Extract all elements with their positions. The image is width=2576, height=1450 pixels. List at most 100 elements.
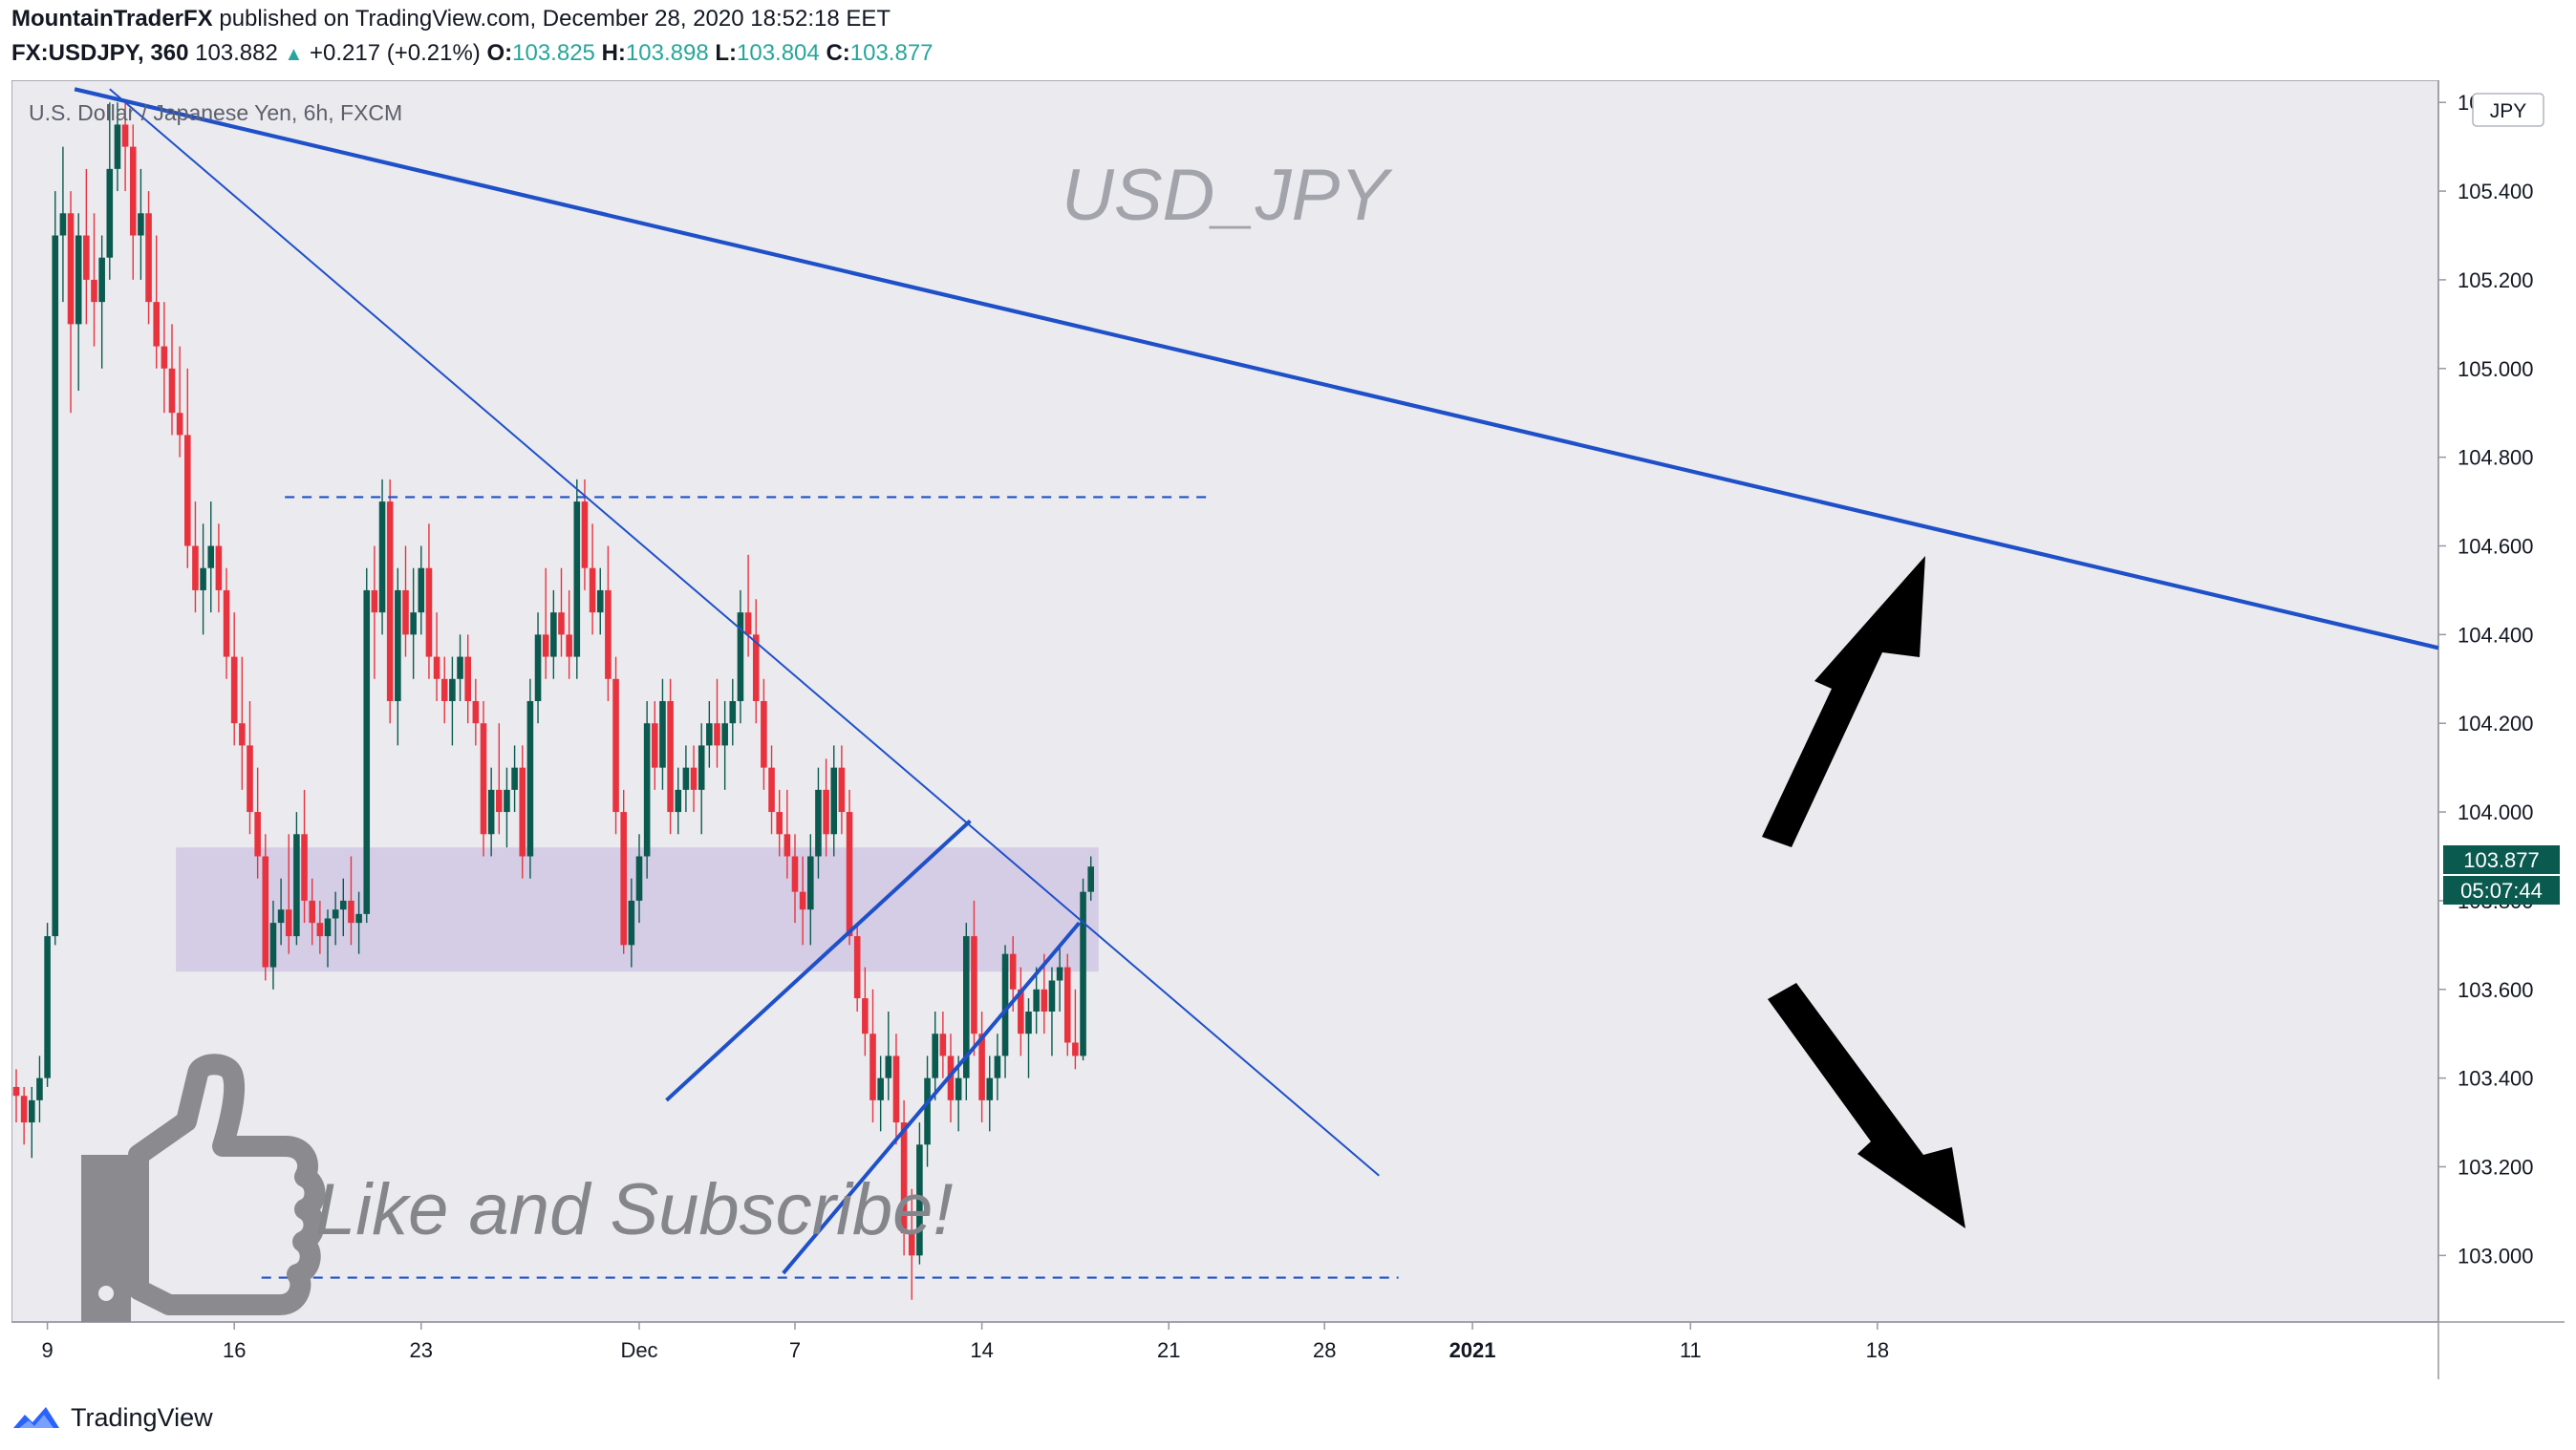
plot-background [11, 80, 2438, 1322]
candle-body [862, 998, 869, 1034]
high-label: H: [601, 40, 626, 66]
candle-body [729, 701, 737, 724]
candle-body [807, 856, 814, 910]
candle-body [184, 435, 191, 546]
candle-body [285, 909, 292, 937]
currency-button[interactable] [2472, 93, 2544, 127]
candle-body [635, 856, 643, 901]
candle-body [573, 501, 581, 657]
candle-body [472, 701, 480, 724]
candle-body [628, 900, 635, 946]
candle-body [667, 701, 674, 813]
candle-body [1048, 980, 1056, 1012]
last-price-box [2443, 845, 2560, 874]
up-arrow-annotation [1762, 556, 1925, 847]
y-tick-label: 103.000 [2458, 1244, 2534, 1268]
candle-body [371, 589, 378, 613]
candle-body [924, 1077, 931, 1145]
candle-body [340, 900, 347, 910]
x-tick-label: 28 [1313, 1338, 1336, 1362]
candle-body [986, 1077, 994, 1100]
candle-body [449, 678, 456, 701]
candle-body [207, 545, 215, 568]
x-tick-label: 11 [1680, 1338, 1702, 1362]
tradingview-logo-icon[interactable] [11, 1403, 61, 1432]
x-tick-label: 7 [789, 1338, 801, 1362]
candle-body [277, 909, 285, 924]
candle-body [425, 567, 433, 657]
published-text: published on TradingView.com, December 2… [219, 6, 891, 32]
candle-body [823, 789, 829, 835]
y-tick-label: 105.000 [2458, 357, 2534, 381]
y-tick-label: 103.400 [2458, 1067, 2534, 1091]
y-tick-label: 103.200 [2458, 1156, 2534, 1180]
candle-body [247, 745, 253, 813]
candle-body [1018, 989, 1024, 1034]
candle-body [698, 745, 705, 790]
candle-body [83, 235, 90, 280]
candle-body [106, 168, 114, 258]
candle-body [29, 1099, 35, 1123]
low-value: 103.804 [737, 40, 820, 66]
candle-body [581, 501, 589, 568]
candle-body [784, 834, 791, 857]
candle-body [744, 612, 752, 635]
candle-body [947, 1056, 955, 1100]
candle-body [791, 856, 799, 892]
candle-body [215, 545, 223, 590]
candle-body [955, 1077, 962, 1100]
direction-arrows [1762, 556, 1965, 1228]
candle-body [129, 146, 137, 236]
publisher-name[interactable]: MountainTraderFX [11, 6, 213, 32]
countdown-box [2443, 876, 2560, 905]
candle-body [885, 1056, 892, 1078]
candle-body [410, 612, 417, 635]
candle-body [91, 279, 97, 303]
y-tick-label: 104.400 [2458, 623, 2534, 647]
candle-body [900, 1122, 908, 1234]
candle-body [596, 589, 604, 613]
candle-body [1063, 967, 1071, 1043]
y-tick-label: 105.200 [2458, 268, 2534, 292]
candle-body [464, 656, 471, 701]
candle-body [153, 302, 160, 347]
candle-body [558, 612, 565, 635]
candle-body [605, 589, 612, 679]
price-scale-background [2438, 80, 2565, 1379]
down-arrow-annotation [1768, 983, 1965, 1228]
candle-body [262, 856, 269, 968]
candle-body [714, 723, 720, 746]
candle-body [457, 656, 463, 679]
footer: TradingView [11, 1397, 213, 1439]
candle-body [223, 589, 230, 657]
candle-body [355, 913, 362, 924]
up-arrow-icon: ▲ [284, 44, 304, 65]
candle-body [550, 612, 557, 657]
candle-body [682, 767, 690, 790]
candle-body [316, 923, 324, 937]
candle-body [75, 235, 82, 325]
tradingview-brand[interactable]: TradingView [71, 1402, 213, 1432]
candle-body [239, 723, 246, 746]
candle-body [752, 634, 760, 701]
x-tick-label: 14 [970, 1338, 993, 1362]
candle-body [269, 923, 277, 968]
channel-lower-line [782, 921, 1082, 1275]
candle-body [1001, 953, 1009, 1056]
candle-body [36, 1077, 43, 1100]
candle-body [480, 723, 487, 835]
close-value: 103.877 [849, 40, 934, 66]
candle-body [293, 834, 300, 937]
candlestick-chart[interactable]: USD_JPY U.S. Dollar / Japanese Yen, 6h, … [11, 79, 2565, 1379]
chart-container[interactable]: USD_JPY U.S. Dollar / Japanese Yen, 6h, … [11, 79, 2565, 1379]
y-tick-label: 103.600 [2458, 978, 2534, 1002]
candle-body [324, 918, 332, 937]
candle-body [978, 1034, 985, 1100]
open-label: O: [486, 40, 513, 66]
currency-button-label[interactable]: JPY [2490, 100, 2527, 122]
candle-body [332, 909, 339, 919]
candle-body [589, 567, 596, 613]
candle-body [59, 213, 67, 236]
candle-body [1087, 866, 1094, 892]
candle-body [378, 501, 386, 613]
